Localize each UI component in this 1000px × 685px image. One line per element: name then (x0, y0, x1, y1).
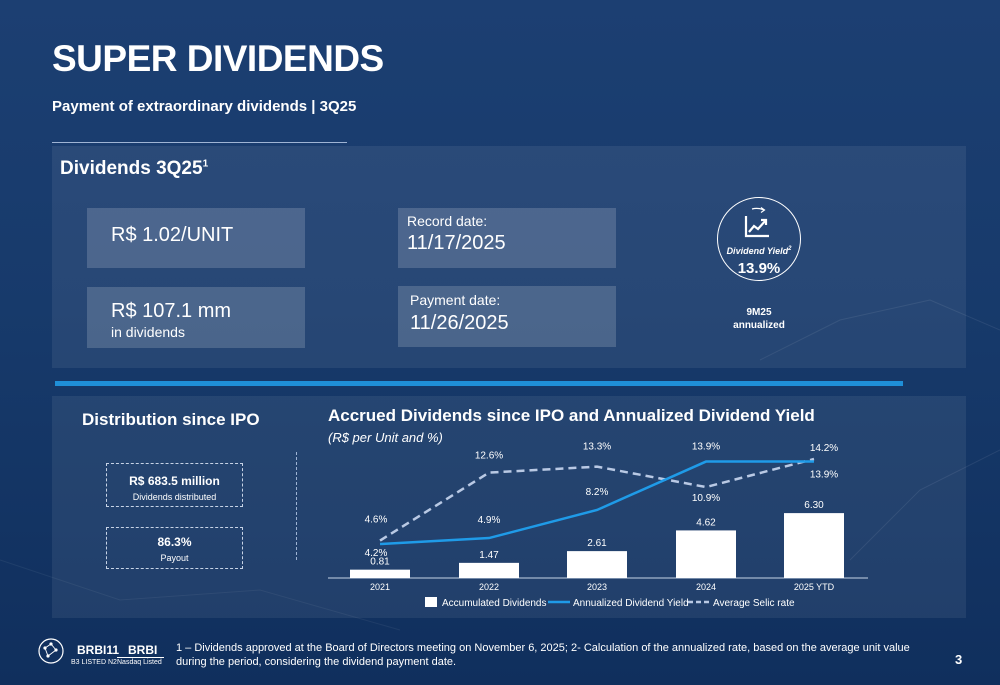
dividend-yield-value: 13.9% (737, 260, 781, 277)
total-dividends-value: R$ 107.1 mm (111, 300, 232, 322)
legend-label-yield: Annualized Dividend Yield (573, 598, 689, 609)
x-tick-label: 2024 (696, 582, 716, 592)
bar-value-label: 6.30 (804, 500, 824, 511)
ticker-b3: BRBI11 (77, 643, 120, 657)
selic-value-label: 12.6% (475, 451, 503, 462)
yield-value-label: 4.9% (478, 515, 501, 526)
per-unit-value: R$ 1.02/UNIT (111, 224, 234, 246)
chart-title: Accrued Dividends since IPO and Annualiz… (328, 406, 815, 425)
selic-value-label: 14.2% (810, 443, 838, 454)
payment-date-card: Payment date: 11/26/2025 (398, 286, 616, 347)
bar-accumulated-dividends (784, 513, 844, 578)
record-date-label: Record date: (407, 213, 488, 229)
legend-label-accumulated: Accumulated Dividends (442, 598, 547, 609)
page-subtitle: Payment of extraordinary dividends | 3Q2… (52, 98, 357, 115)
line-average-selic (379, 457, 815, 542)
ticker-b3-sub: B3 LISTED N2 (71, 659, 117, 666)
bar-accumulated-dividends (676, 530, 736, 578)
legend-swatch-accumulated (425, 597, 437, 607)
subtitle-divider (52, 142, 347, 143)
yield-value-label: 8.2% (586, 487, 609, 498)
record-date-card: Record date: 11/17/2025 (398, 208, 616, 268)
ticker-nasdaq-sub: Nasdaq Listed (117, 659, 162, 666)
payout-box: 86.3% Payout (106, 527, 243, 569)
yield-value-label: 4.2% (365, 548, 388, 559)
dividend-yield-circle (717, 197, 801, 281)
vertical-divider (296, 452, 297, 560)
chart-growth-icon (744, 207, 769, 238)
ticker-underline (117, 657, 164, 658)
record-date-value: 11/17/2025 (407, 232, 506, 254)
dividends-heading: Dividends 3Q251 (60, 158, 209, 179)
bar-accumulated-dividends (567, 551, 627, 578)
payout-label: Payout (160, 553, 189, 563)
yield-value-label: 13.9% (692, 442, 720, 453)
payout-value: 86.3% (157, 535, 192, 549)
bar-value-label: 1.47 (479, 550, 499, 561)
distribution-panel: Distribution since IPO R$ 683.5 million … (52, 396, 966, 618)
section-divider-bar (55, 381, 903, 386)
bar-accumulated-dividends (459, 562, 519, 578)
bar-value-label: 4.62 (696, 517, 716, 528)
bar-value-label: 0.81 (370, 557, 390, 568)
distribution-heading: Distribution since IPO (82, 410, 260, 429)
per-unit-card: R$ 1.02/UNIT (87, 208, 305, 268)
bar-value-label: 2.61 (587, 538, 607, 549)
total-dividends-caption: in dividends (111, 324, 185, 340)
ticker-nasdaq: BRBI (128, 643, 158, 657)
dividends-panel: Dividends 3Q251 R$ 1.02/UNIT R$ 107.1 mm… (52, 146, 966, 368)
x-tick-label: 2023 (587, 582, 607, 592)
yield-value-label: 13.9% (810, 470, 838, 481)
x-tick-label: 2022 (479, 582, 499, 592)
payment-date-label: Payment date: (410, 292, 501, 308)
total-dividends-card: R$ 107.1 mm in dividends (87, 287, 305, 348)
page-number: 3 (955, 652, 963, 667)
chart-subtitle: (R$ per Unit and %) (328, 430, 443, 445)
dividends-distributed-label: Dividends distributed (132, 492, 217, 502)
company-logo (38, 638, 64, 664)
x-tick-label: 2021 (370, 582, 390, 592)
dividend-yield-label: Dividend Yield2 (726, 246, 792, 256)
legend-label-selic: Average Selic rate (713, 598, 795, 609)
dividends-distributed-box: R$ 683.5 million Dividends distributed (106, 463, 243, 507)
selic-value-label: 4.6% (365, 515, 388, 526)
line-annualized-yield (379, 460, 814, 546)
dividends-distributed-value: R$ 683.5 million (129, 474, 220, 488)
footnote: 1 – Dividends approved at the Board of D… (176, 642, 910, 668)
selic-value-label: 10.9% (692, 493, 720, 504)
page-title: SUPER DIVIDENDS (52, 38, 384, 79)
bar-accumulated-dividends (350, 569, 410, 578)
x-tick-label: 2025 YTD (794, 582, 835, 592)
dividend-yield-note: 9M25 annualized (733, 307, 785, 331)
payment-date-value: 11/26/2025 (410, 312, 509, 334)
selic-value-label: 13.3% (583, 442, 611, 453)
